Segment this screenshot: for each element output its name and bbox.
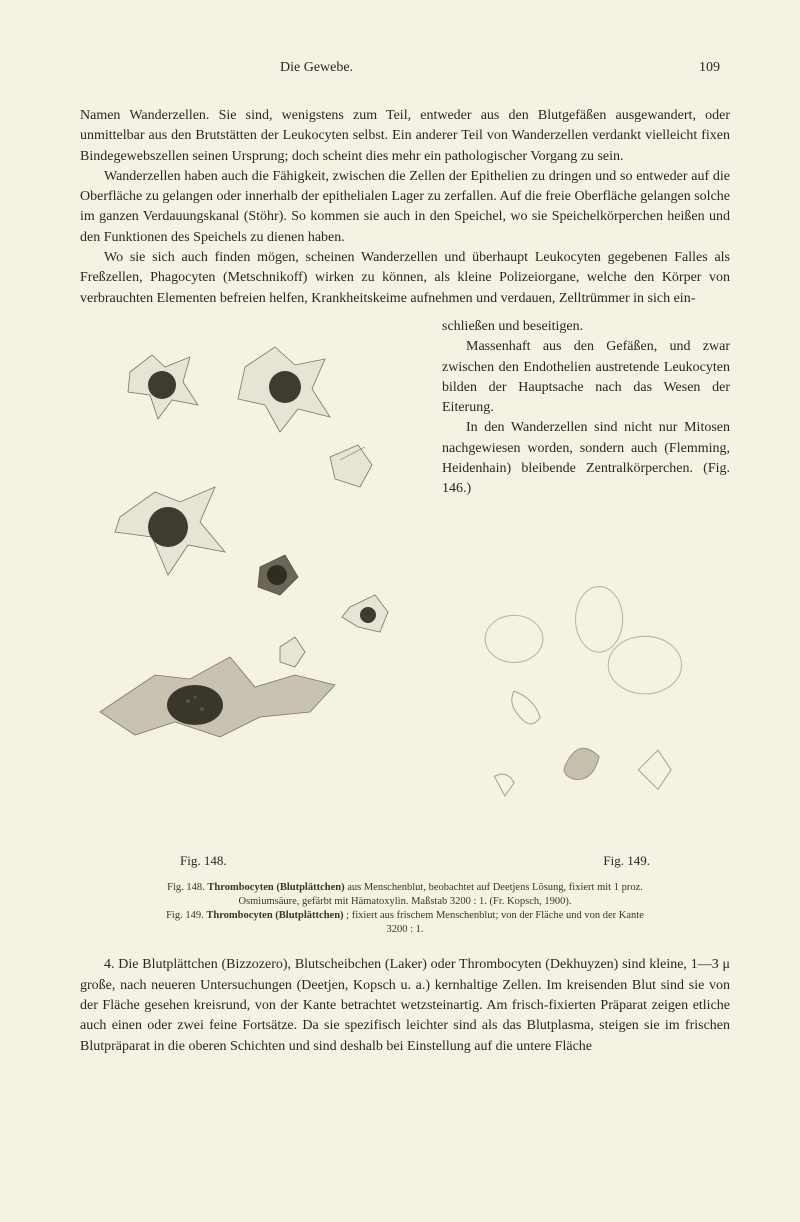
figure-148-illustration bbox=[80, 317, 430, 767]
caption-line-1: Fig. 148. Thrombocyten (Blutplättchen) a… bbox=[80, 881, 730, 895]
right-p1: schließen und beseitigen. bbox=[442, 317, 730, 337]
running-title: Die Gewebe. bbox=[280, 60, 353, 76]
page-number: 109 bbox=[699, 60, 720, 76]
para-2: Wanderzellen haben auch die Fähigkeit, z… bbox=[80, 167, 730, 248]
caption-line-4: 3200 : 1. bbox=[80, 923, 730, 937]
figure-149-illustration bbox=[442, 580, 730, 842]
bottom-paragraph: 4. Die Blutplättchen (Bizzozero), Blutsc… bbox=[80, 955, 730, 1056]
body-top: Namen Wanderzellen. Sie sind, wenigstens… bbox=[80, 106, 730, 309]
right-p3: In den Wanderzellen sind nicht nur Mitos… bbox=[442, 418, 730, 499]
figure-labels-row: Fig. 148. Fig. 149. bbox=[80, 853, 730, 869]
right-column-text: schließen und beseitigen. Massenhaft aus… bbox=[442, 317, 730, 849]
caption-line-3: Fig. 149. Thrombocyten (Blutplättchen) ;… bbox=[80, 909, 730, 923]
para-3: Wo sie sich auch finden mögen, scheinen … bbox=[80, 248, 730, 309]
right-p2: Massenhaft aus den Gefäßen, und zwar zwi… bbox=[442, 337, 730, 418]
para-1: Namen Wanderzellen. Sie sind, wenigstens… bbox=[80, 106, 730, 167]
figure-caption: Fig. 148. Thrombocyten (Blutplättchen) a… bbox=[80, 881, 730, 938]
caption-line-2: Osmiumsäure, gefärbt mit Hämatoxylin. Ma… bbox=[80, 895, 730, 909]
page-container: Die Gewebe. 109 Namen Wanderzellen. Sie … bbox=[0, 0, 800, 1222]
fig-label-149: Fig. 149. bbox=[603, 853, 650, 869]
fig-label-148: Fig. 148. bbox=[180, 853, 227, 869]
figure-area bbox=[80, 317, 430, 849]
page-header: Die Gewebe. 109 bbox=[80, 60, 730, 76]
para-4: 4. Die Blutplättchen (Bizzozero), Blutsc… bbox=[80, 955, 730, 1056]
figure-block: schließen und beseitigen. Massenhaft aus… bbox=[80, 317, 730, 849]
